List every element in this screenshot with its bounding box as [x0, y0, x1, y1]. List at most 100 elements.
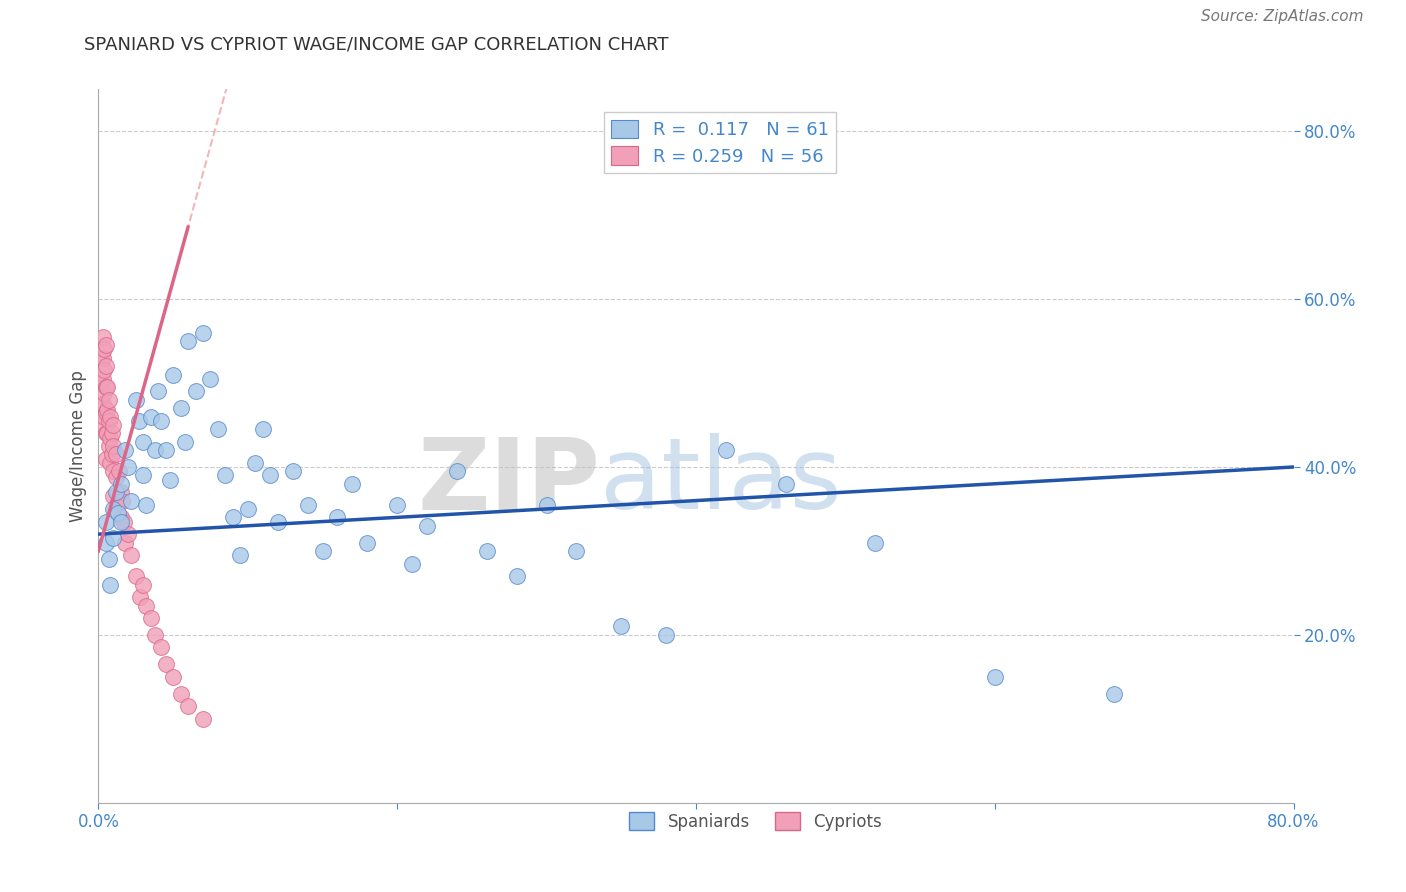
Cypriots	[93, 363, 115, 377]
Cypriots	[150, 640, 173, 655]
Text: Source: ZipAtlas.com: Source: ZipAtlas.com	[1201, 9, 1364, 24]
Spaniards	[120, 493, 142, 508]
Spaniards	[98, 577, 122, 591]
Spaniards	[103, 532, 125, 546]
Cypriots	[107, 495, 129, 509]
Cypriots	[90, 376, 112, 390]
Cypriots	[93, 343, 115, 357]
Spaniards	[222, 510, 245, 524]
Cypriots	[135, 599, 157, 613]
Spaniards	[252, 422, 274, 436]
Spaniards	[94, 535, 117, 549]
Spaniards	[281, 464, 304, 478]
Spaniards	[114, 443, 136, 458]
Text: SPANIARD VS CYPRIOT WAGE/INCOME GAP CORRELATION CHART: SPANIARD VS CYPRIOT WAGE/INCOME GAP CORR…	[84, 36, 669, 54]
Cypriots	[98, 431, 122, 445]
Cypriots	[117, 527, 139, 541]
Cypriots	[110, 485, 132, 500]
Spaniards	[191, 326, 214, 340]
Spaniards	[117, 460, 139, 475]
Spaniards	[207, 422, 229, 436]
Spaniards	[148, 384, 170, 399]
Spaniards	[107, 506, 129, 520]
Text: atlas: atlas	[600, 434, 842, 530]
Spaniards	[105, 485, 128, 500]
Spaniards	[356, 535, 378, 549]
Cypriots	[143, 628, 166, 642]
Cypriots	[90, 351, 112, 365]
Spaniards	[984, 670, 1007, 684]
Cypriots	[103, 464, 125, 478]
Cypriots	[94, 359, 117, 374]
Cypriots	[97, 392, 120, 407]
Cypriots	[169, 687, 191, 701]
Spaniards	[229, 548, 252, 562]
Cypriots	[91, 417, 114, 432]
Cypriots	[101, 447, 124, 461]
Cypriots	[91, 397, 114, 411]
Spaniards	[128, 414, 150, 428]
Cypriots	[111, 493, 134, 508]
Cypriots	[94, 338, 117, 352]
Cypriots	[191, 712, 214, 726]
Spaniards	[200, 372, 222, 386]
Spaniards	[103, 502, 125, 516]
Spaniards	[97, 552, 120, 566]
Cypriots	[105, 470, 128, 484]
Cypriots	[93, 409, 115, 424]
Cypriots	[90, 397, 112, 411]
Spaniards	[326, 510, 349, 524]
Spaniards	[150, 414, 173, 428]
Cypriots	[96, 403, 118, 417]
Spaniards	[267, 515, 290, 529]
Spaniards	[143, 443, 166, 458]
Spaniards	[446, 464, 468, 478]
Cypriots	[91, 351, 114, 365]
Spaniards	[865, 535, 887, 549]
Cypriots	[129, 590, 152, 604]
Spaniards	[311, 544, 333, 558]
Text: ZIP: ZIP	[418, 434, 600, 530]
Cypriots	[96, 380, 118, 394]
Spaniards	[1104, 687, 1126, 701]
Cypriots	[162, 670, 184, 684]
Spaniards	[162, 368, 184, 382]
Spaniards	[565, 544, 588, 558]
Spaniards	[125, 392, 148, 407]
Spaniards	[132, 434, 155, 449]
Spaniards	[110, 476, 132, 491]
Cypriots	[94, 451, 117, 466]
Spaniards	[94, 515, 117, 529]
Cypriots	[155, 657, 177, 672]
Cypriots	[94, 426, 117, 441]
Spaniards	[155, 443, 177, 458]
Spaniards	[536, 498, 558, 512]
Cypriots	[177, 699, 200, 714]
Cypriots	[103, 417, 125, 432]
Spaniards	[342, 476, 364, 491]
Spaniards	[214, 468, 236, 483]
Cypriots	[97, 414, 120, 428]
Spaniards	[139, 409, 162, 424]
Spaniards	[184, 384, 207, 399]
Spaniards	[775, 476, 797, 491]
Legend: Spaniards, Cypriots: Spaniards, Cypriots	[623, 805, 889, 838]
Cypriots	[91, 330, 114, 344]
Spaniards	[475, 544, 498, 558]
Cypriots	[105, 447, 128, 461]
Cypriots	[125, 569, 148, 583]
Y-axis label: Wage/Income Gap: Wage/Income Gap	[69, 370, 87, 522]
Cypriots	[103, 489, 125, 503]
Spaniards	[259, 468, 281, 483]
Spaniards	[655, 628, 678, 642]
Cypriots	[98, 409, 122, 424]
Spaniards	[385, 498, 409, 512]
Spaniards	[401, 557, 423, 571]
Spaniards	[416, 518, 439, 533]
Spaniards	[236, 502, 259, 516]
Spaniards	[132, 468, 155, 483]
Cypriots	[93, 386, 115, 401]
Spaniards	[174, 434, 197, 449]
Cypriots	[132, 577, 155, 591]
Spaniards	[110, 515, 132, 529]
